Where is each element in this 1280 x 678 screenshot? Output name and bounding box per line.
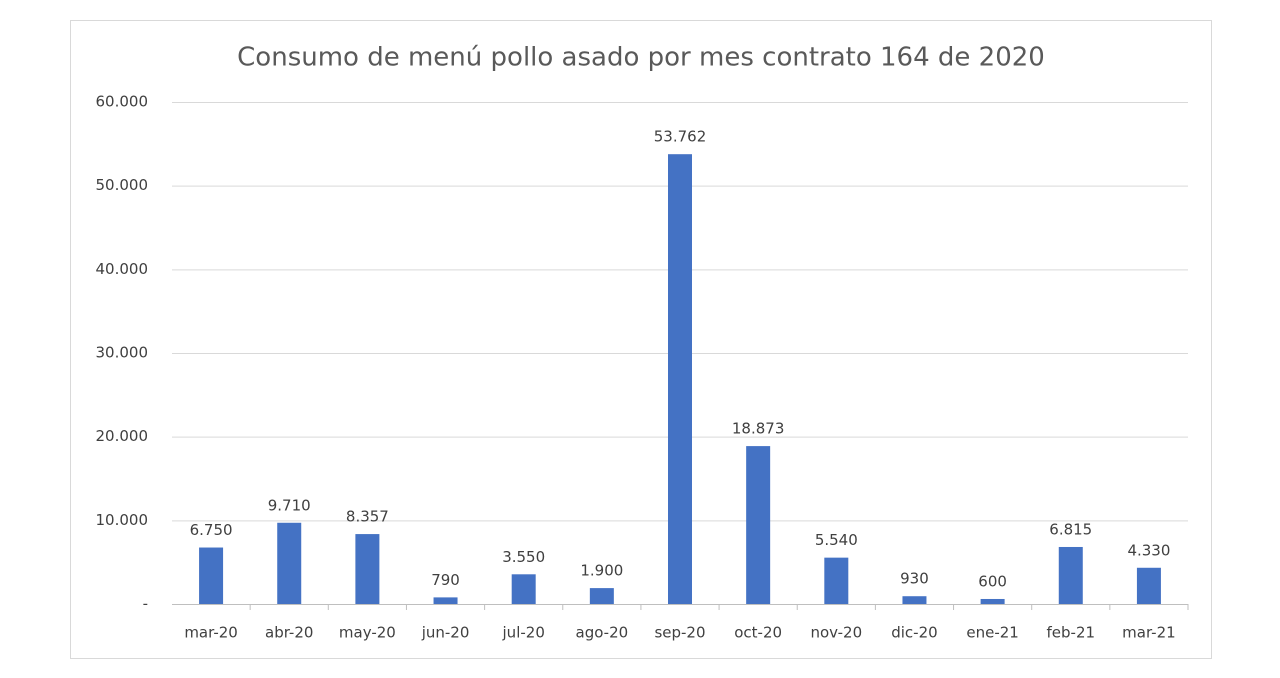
bar — [511, 574, 536, 604]
x-tick-label: abr-20 — [265, 624, 313, 642]
data-label: 930 — [900, 570, 929, 588]
y-tick-label: 30.000 — [96, 344, 149, 362]
y-tick-label: - — [143, 595, 148, 613]
bar — [824, 557, 849, 604]
bar — [589, 588, 614, 604]
bar — [433, 597, 458, 604]
x-tick-label: feb-21 — [1047, 624, 1096, 642]
bar — [199, 547, 224, 604]
x-tick-label: sep-20 — [654, 624, 705, 642]
y-tick-label: 40.000 — [96, 260, 149, 278]
bar — [980, 598, 1005, 604]
x-tick-label: may-20 — [339, 624, 396, 642]
x-tick-label: ene-21 — [966, 624, 1018, 642]
x-tick-label: jun-20 — [421, 624, 470, 642]
data-label: 1.900 — [580, 562, 623, 580]
data-label: 4.330 — [1127, 541, 1170, 559]
data-label: 790 — [431, 571, 460, 589]
x-tick-label: jul-20 — [502, 624, 545, 642]
bar — [746, 446, 771, 604]
data-label: 6.815 — [1049, 520, 1092, 538]
data-label: 53.762 — [654, 128, 707, 146]
bar — [355, 534, 380, 604]
bar — [668, 154, 692, 604]
x-tick-label: nov-20 — [810, 624, 862, 642]
y-tick-label: 20.000 — [96, 427, 149, 445]
x-tick-label: mar-20 — [184, 624, 238, 642]
x-tick-label: ago-20 — [576, 624, 629, 642]
x-tick-label: mar-21 — [1122, 624, 1176, 642]
y-tick-label: 50.000 — [96, 176, 149, 194]
bar — [1058, 546, 1083, 604]
data-label: 9.710 — [268, 496, 311, 514]
data-label: 3.550 — [502, 548, 545, 566]
data-label: 5.540 — [815, 531, 858, 549]
bar — [277, 522, 302, 604]
x-tick-label: dic-20 — [891, 624, 937, 642]
data-label: 6.750 — [190, 521, 233, 539]
x-tick-label: oct-20 — [734, 624, 782, 642]
y-tick-label: 10.000 — [96, 511, 149, 529]
chart-border — [70, 20, 1212, 659]
data-label: 18.873 — [732, 420, 785, 438]
data-label: 8.357 — [346, 508, 389, 526]
bar — [1136, 567, 1161, 604]
chart-title: Consumo de menú pollo asado por mes cont… — [237, 43, 1045, 73]
data-label: 600 — [978, 572, 1007, 590]
y-tick-label: 60.000 — [96, 93, 149, 111]
bar — [902, 596, 927, 604]
